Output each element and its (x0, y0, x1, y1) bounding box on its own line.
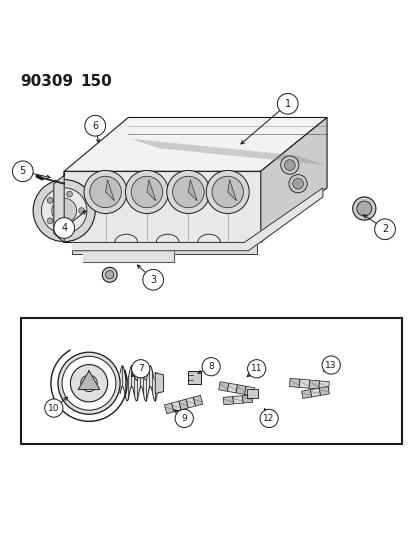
Polygon shape (164, 403, 173, 414)
Circle shape (33, 180, 95, 241)
Polygon shape (147, 180, 155, 201)
Polygon shape (54, 171, 64, 243)
Circle shape (105, 271, 114, 279)
Text: 11: 11 (250, 364, 262, 373)
Polygon shape (188, 180, 197, 201)
Circle shape (292, 179, 303, 189)
Polygon shape (171, 401, 181, 412)
Circle shape (66, 191, 72, 197)
Circle shape (166, 171, 209, 214)
Circle shape (352, 197, 375, 220)
Circle shape (12, 161, 33, 182)
Polygon shape (235, 385, 246, 394)
Circle shape (41, 188, 87, 233)
Polygon shape (193, 395, 202, 406)
Circle shape (70, 365, 107, 402)
Circle shape (284, 160, 294, 171)
Polygon shape (78, 371, 100, 390)
Circle shape (85, 115, 105, 136)
Text: 2: 2 (381, 224, 387, 234)
Polygon shape (301, 390, 311, 399)
Circle shape (66, 224, 72, 230)
Polygon shape (178, 399, 188, 410)
Text: 10: 10 (48, 403, 59, 413)
Polygon shape (318, 381, 329, 390)
Circle shape (47, 218, 53, 224)
Circle shape (58, 352, 120, 414)
Circle shape (202, 358, 220, 376)
Circle shape (206, 171, 249, 214)
Circle shape (90, 176, 121, 208)
Circle shape (78, 208, 84, 214)
Circle shape (52, 198, 76, 223)
Polygon shape (227, 180, 236, 201)
Polygon shape (308, 380, 319, 389)
Circle shape (175, 409, 193, 427)
Text: 9: 9 (181, 414, 187, 423)
Circle shape (47, 198, 53, 203)
Polygon shape (223, 397, 233, 405)
Polygon shape (260, 117, 326, 243)
Polygon shape (310, 388, 320, 397)
Circle shape (280, 156, 298, 174)
Bar (247, 389, 257, 398)
Text: 6: 6 (92, 121, 98, 131)
Circle shape (277, 93, 297, 114)
Text: 13: 13 (325, 360, 336, 369)
Text: 8: 8 (208, 362, 214, 371)
Circle shape (45, 399, 63, 417)
Polygon shape (244, 386, 254, 396)
Text: 12: 12 (263, 414, 274, 423)
Text: 90309: 90309 (21, 74, 74, 89)
Polygon shape (72, 188, 322, 251)
Circle shape (84, 171, 127, 214)
Circle shape (321, 356, 339, 374)
Circle shape (356, 201, 371, 216)
Circle shape (374, 219, 394, 240)
Polygon shape (227, 383, 237, 393)
Polygon shape (64, 171, 260, 243)
Polygon shape (218, 382, 228, 391)
Bar (21, 318, 401, 443)
Circle shape (247, 360, 265, 378)
Text: 5: 5 (19, 166, 26, 176)
Circle shape (81, 375, 97, 392)
Polygon shape (155, 373, 163, 393)
Circle shape (54, 217, 74, 238)
Text: 3: 3 (150, 274, 156, 285)
Polygon shape (105, 180, 114, 201)
Polygon shape (232, 395, 242, 404)
Circle shape (259, 409, 278, 427)
Circle shape (62, 357, 116, 410)
Text: 150: 150 (81, 74, 112, 89)
Text: 1: 1 (284, 99, 290, 109)
Polygon shape (83, 243, 173, 262)
Polygon shape (64, 117, 326, 171)
Text: 7: 7 (138, 364, 143, 373)
Polygon shape (72, 243, 256, 254)
Polygon shape (299, 379, 309, 388)
Circle shape (131, 176, 162, 208)
Polygon shape (289, 378, 299, 387)
Circle shape (142, 269, 163, 290)
Polygon shape (242, 395, 252, 403)
Text: 4: 4 (61, 223, 67, 233)
Circle shape (125, 171, 168, 214)
Circle shape (211, 176, 243, 208)
Bar (188, 372, 200, 384)
Circle shape (102, 268, 117, 282)
Circle shape (172, 176, 204, 208)
Circle shape (288, 175, 306, 193)
Circle shape (131, 360, 150, 378)
Polygon shape (318, 386, 329, 395)
Polygon shape (185, 397, 195, 408)
